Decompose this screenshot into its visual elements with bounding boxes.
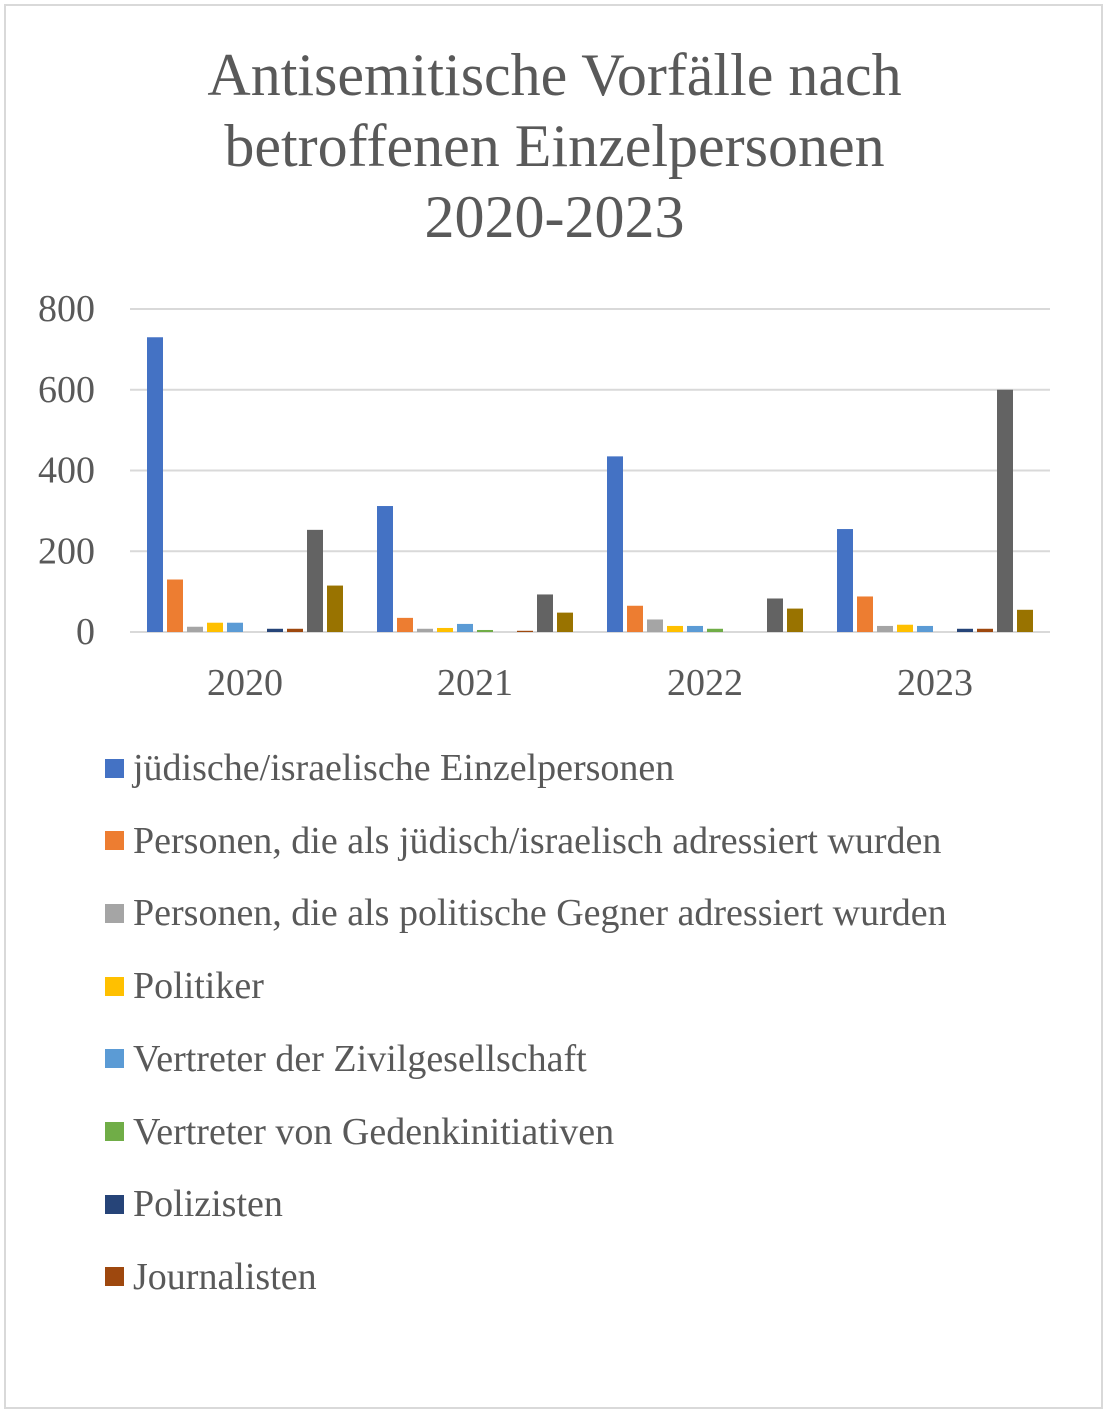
bar [647, 619, 663, 632]
bar [957, 628, 973, 632]
bar [397, 617, 413, 632]
chart-frame [4, 4, 1103, 1409]
legend-item: Politiker [105, 965, 264, 1008]
bar [517, 630, 533, 632]
title-line: 2020-2023 [424, 184, 685, 250]
bar [917, 625, 933, 632]
y-tick-label: 200 [38, 530, 95, 572]
bar [417, 628, 433, 632]
bar [997, 389, 1013, 632]
bar [837, 529, 853, 632]
bar [207, 622, 223, 632]
title-line: betroffenen Einzelpersonen [224, 113, 885, 179]
bar [667, 625, 683, 632]
legend-label: Polizisten [133, 1183, 283, 1226]
legend-item: Polizisten [105, 1183, 283, 1226]
bar [767, 598, 783, 632]
legend-item: Personen, die als politische Gegner adre… [105, 892, 947, 935]
title-line: Antisemitische Vorfälle nach [207, 42, 902, 108]
bar [147, 337, 163, 632]
legend-label: Journalisten [133, 1255, 317, 1298]
bar [557, 612, 573, 632]
legend-label: Vertreter der Zivilgesellschaft [133, 1037, 587, 1080]
y-tick-label: 800 [38, 288, 95, 330]
bar [787, 608, 803, 632]
bar [167, 579, 183, 632]
legend-item: jüdische/israelische Einzelpersonen [105, 747, 675, 789]
legend-item: Personen, die als jüdisch/israelisch adr… [105, 819, 942, 862]
bar [687, 625, 703, 632]
bar [327, 585, 343, 632]
legend-label: Vertreter von Gedenkinitiativen [133, 1110, 615, 1153]
legend-item: Vertreter von Gedenkinitiativen [105, 1110, 615, 1153]
legend-label: Personen, die als jüdisch/israelisch adr… [133, 819, 942, 862]
bar [707, 628, 723, 632]
legend-item: Journalisten [105, 1255, 317, 1298]
bar [227, 622, 243, 632]
legend-swatch [105, 1122, 124, 1141]
legend-swatch [105, 1049, 124, 1069]
bar [307, 529, 323, 632]
bar [287, 628, 303, 632]
y-tick-label: 600 [38, 369, 95, 411]
chart-title: Antisemitische Vorfälle nach betroffenen… [0, 40, 1109, 253]
legend-swatch [105, 758, 124, 778]
x-tick-label: 2023 [897, 662, 973, 704]
legend-swatch [105, 1267, 124, 1287]
x-tick-label: 2021 [437, 662, 513, 704]
legend-swatch [105, 903, 124, 923]
bar [877, 625, 893, 632]
legend-swatch [105, 976, 124, 996]
legend-label: jüdische/israelische Einzelpersonen [133, 747, 675, 789]
legend-label: Personen, die als politische Gegner adre… [133, 892, 947, 935]
x-tick-label: 2020 [207, 662, 283, 704]
y-tick-label: 0 [76, 611, 95, 653]
bar [457, 623, 473, 632]
bar [977, 628, 993, 632]
legend-swatch [105, 831, 124, 851]
x-tick-label: 2022 [667, 662, 743, 704]
bar [1017, 609, 1033, 632]
bar [267, 628, 283, 632]
bar [377, 506, 393, 632]
bar [477, 629, 493, 632]
legend-label: Politiker [133, 965, 264, 1008]
bar [187, 626, 203, 632]
bar [437, 627, 453, 632]
bar [627, 605, 643, 632]
legend-item: Vertreter der Zivilgesellschaft [105, 1037, 587, 1080]
bar [607, 456, 623, 632]
y-tick-label: 400 [38, 450, 95, 492]
bar [857, 596, 873, 632]
bar [537, 594, 553, 632]
legend-swatch [105, 1194, 124, 1214]
bar [897, 624, 913, 632]
